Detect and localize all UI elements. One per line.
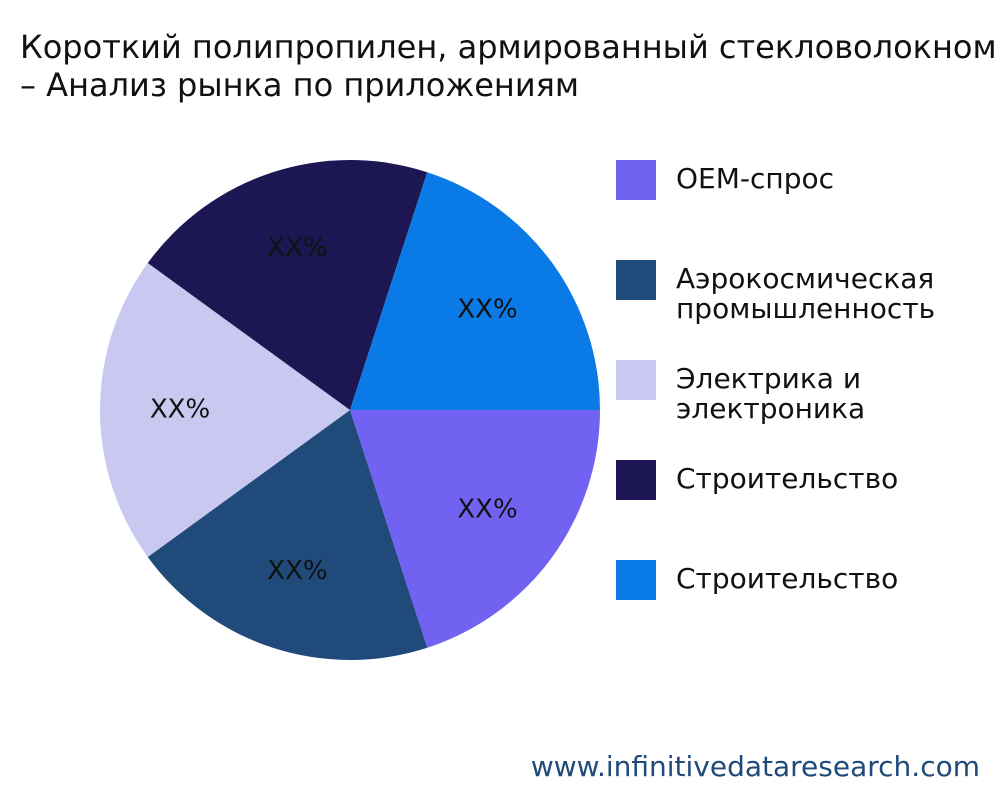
chart-title: Короткий полипропилен, армированный стек…	[20, 28, 997, 104]
legend-swatch	[616, 260, 656, 300]
legend-swatch	[616, 560, 656, 600]
legend-item: Строительство	[616, 460, 976, 500]
legend-item: Электрика и электроника	[616, 360, 976, 424]
pie-slice	[147, 410, 428, 660]
slice-label: XX%	[457, 494, 517, 524]
legend-label: Электрика и электроника	[676, 362, 866, 425]
pie-slice	[147, 160, 428, 410]
legend-label: OEM-спрос	[676, 162, 834, 195]
legend-swatch	[616, 360, 656, 400]
legend-label: Строительство	[676, 462, 899, 495]
slice-label: XX%	[267, 556, 327, 586]
pie-slice	[350, 172, 600, 410]
pie-slice	[350, 410, 600, 648]
legend-item: OEM-спрос	[616, 160, 976, 200]
legend-label: Аэрокосмическая промышленность	[676, 262, 936, 325]
source: www.infinitivedataresearch.com	[530, 750, 980, 783]
legend-swatch	[616, 160, 656, 200]
slice-label: XX%	[457, 295, 517, 325]
legend-swatch	[616, 460, 656, 500]
legend-item: Строительство	[616, 560, 976, 600]
slice-label: XX%	[267, 233, 327, 263]
slice-label: XX%	[150, 395, 210, 425]
legend-label: Строительство	[676, 562, 899, 595]
pie-slice	[100, 263, 350, 557]
legend-item: Аэрокосмическая промышленность	[616, 260, 976, 324]
